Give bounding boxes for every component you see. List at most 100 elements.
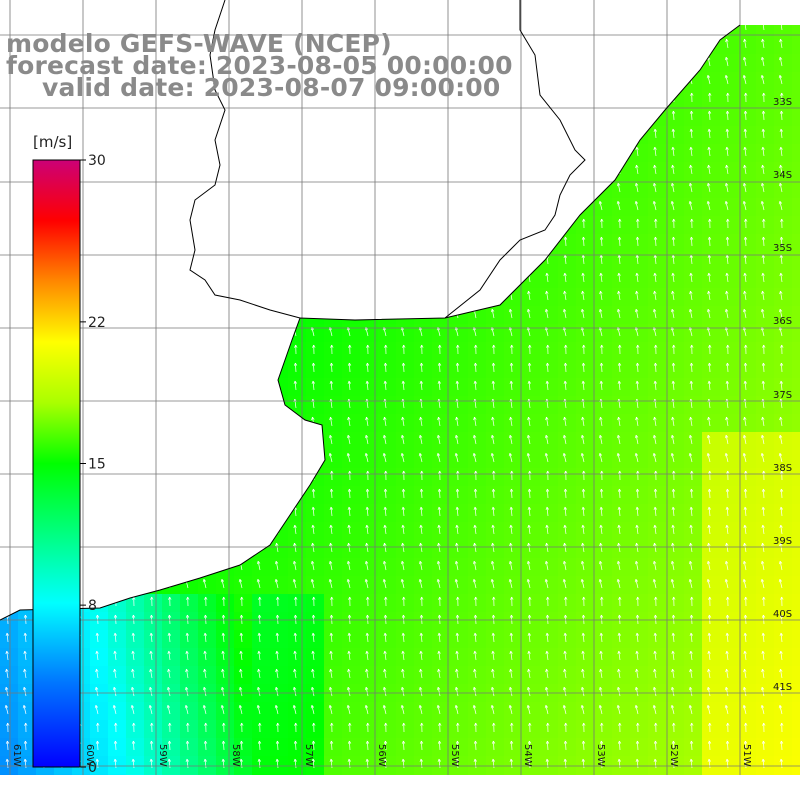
wind-arrow [185,686,189,697]
wind-arrow [437,290,441,301]
field-cell [684,468,703,487]
wind-arrow [671,416,675,427]
wind-arrow [617,110,622,121]
field-cell [738,504,757,523]
field-cell [738,198,757,217]
wind-arrow [527,614,532,625]
field-cell [756,162,775,181]
field-cell [792,234,800,253]
field-cell [576,324,595,343]
field-cell [792,648,800,667]
field-cell [720,450,739,469]
field-cell [162,432,181,451]
wind-arrow [653,128,657,139]
wind-arrow [185,488,190,499]
wind-arrow [617,38,621,49]
wind-arrow [546,777,549,786]
wind-arrow [167,128,171,139]
wind-arrow [707,614,712,625]
field-cell [702,144,721,163]
field-cell [342,540,361,559]
field-cell [630,162,649,181]
wind-arrow [401,416,405,427]
wind-arrow [563,632,567,643]
wind-arrow [779,488,784,499]
wind-arrow [473,146,477,157]
wind-arrow [239,164,243,175]
wind-arrow [779,650,783,661]
field-cell [198,144,217,163]
field-cell [522,288,541,307]
wind-arrow [383,686,387,697]
field-cell [252,180,271,199]
wind-arrow [545,146,549,157]
field-cell [270,594,289,613]
wind-arrow [761,38,765,49]
field-cell [738,288,757,307]
field-cell [630,432,649,451]
field-cell [234,720,253,739]
field-cell [792,486,800,505]
field-cell [558,25,577,37]
field-cell [594,504,613,523]
wind-arrow [672,722,676,733]
field-cell [612,702,631,721]
field-cell [288,162,307,181]
wind-arrow [5,758,9,769]
field-cell [234,666,253,685]
wind-arrow [293,434,297,445]
wind-arrow [725,524,729,535]
wind-arrow [293,164,297,175]
wind-arrow [744,470,748,481]
field-cell [720,630,739,649]
field-cell [684,25,703,37]
field-cell [126,450,145,469]
field-cell [576,702,595,721]
field-cell [486,792,505,800]
field-cell [90,504,109,523]
wind-arrow [347,668,351,679]
field-cell [180,504,199,523]
field-cell [324,558,343,577]
field-cell [702,720,721,739]
wind-arrow [419,110,424,121]
wind-arrow [185,362,190,373]
field-cell [594,702,613,721]
wind-arrow [275,398,279,409]
wind-arrow [184,201,189,211]
wind-arrow [22,579,27,589]
wind-arrow [131,542,135,553]
field-cell [504,396,523,415]
field-cell [126,414,145,433]
wind-arrow [221,182,225,193]
wind-arrow [113,560,117,571]
wind-arrow [131,668,135,679]
field-cell [198,270,217,289]
wind-arrow [725,506,729,517]
wind-arrow [742,705,747,715]
field-cell [108,180,127,199]
wind-arrow [528,777,531,786]
wind-arrow [563,416,567,427]
field-cell [558,90,577,109]
wind-arrow [329,110,334,121]
field-cell [630,774,649,775]
wind-arrow [545,290,549,301]
wind-arrow [257,650,261,661]
wind-arrow [330,596,334,607]
wind-arrow [527,380,531,391]
wind-arrow [527,362,532,373]
wind-arrow [473,632,477,643]
wind-arrow [563,308,567,319]
field-cell [180,306,199,325]
field-cell [684,144,703,163]
wind-arrow [743,146,747,157]
field-cell [216,666,235,685]
field-cell [594,252,613,271]
field-cell [504,324,523,343]
wind-arrow [635,182,639,193]
field-cell [450,342,469,361]
wind-arrow [689,524,693,535]
field-cell [234,108,253,127]
wind-arrow [600,470,604,481]
